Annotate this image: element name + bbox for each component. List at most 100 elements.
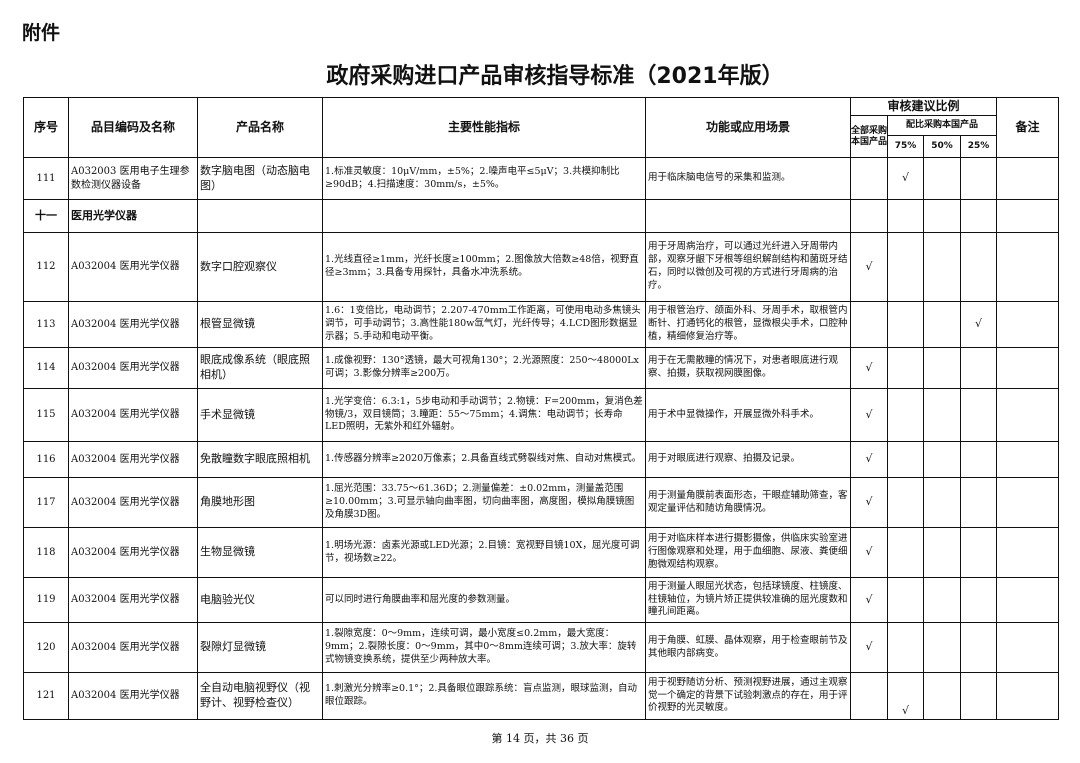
cell-function: 用于在无需散瞳的情况下，对患者眼底进行观察、拍摄，获取视网膜图像。 [645,347,851,389]
standards-table: 序号 品目编码及名称 产品名称 主要性能指标 功能或应用场景 审核建议比例 备注… [23,97,1060,720]
header-25: 25% [959,135,998,158]
cell-code: A032004 医用光学仪器 [68,622,198,673]
cell-specs: 1.标准灵敏度：10μV/mm，±5%；2.噪声电平≤5μV；3.共模抑制比≥9… [322,157,646,200]
cell-specs: 1.6：1变倍比，电动调节；2.207-470mm工作距离，可使用电动多焦镜头调… [322,301,646,348]
header-specs: 主要性能指标 [322,97,646,158]
cell-code: A032004 医用光学仪器 [68,347,198,389]
check-mark-icon: √ [865,592,873,606]
cell-function: 用于测量人眼屈光状态，包括球镜度、柱镜度、柱镜轴位，为镜片矫正提供较准确的屈光度… [645,577,851,623]
table-row: 121 A032004 医用光学仪器 全自动电脑视野仪（视野计、视野检查仪） 1.刺激… [23,672,1060,720]
cell-ratio-full: √ [850,347,888,389]
cell-ratio-25 [959,347,998,389]
cell-code: A032004 医用光学仪器 [68,388,198,442]
cell-function: 用于角膜、虹膜、晶体观察，用于检查眼前节及其他眼内部病变。 [645,622,851,673]
cell-code: A032004 医用光学仪器 [68,477,198,528]
cell-ratio-25: √ [959,301,998,348]
cell-seq: 113 [23,301,69,348]
cell-ratio-full: √ [850,441,888,478]
header-50: 50% [923,135,961,158]
cell-ratio-50 [923,157,961,200]
cell-ratio-75 [887,347,924,389]
cell-remarks [996,301,1060,348]
cell-ratio-25 [959,622,998,673]
cell-product: 裂隙灯显微镜 [197,622,323,673]
cell-function: 用于测量角膜前表面形态，干眼症辅助筛查，客观定量评估和随访角膜情况。 [645,477,851,528]
check-mark-icon: √ [865,495,873,509]
cell-specs: 1.传感器分辨率≥2020万像素；2.具备直线式劈裂线对焦、自动对焦模式。 [322,441,646,478]
cell-specs: 1.屈光范围：33.75～61.36D；2.测量偏差：±0.02mm，测量盖范围… [322,477,646,528]
cell-ratio-full [850,301,888,348]
cell-ratio-50 [923,347,961,389]
cell-ratio-50 [923,527,961,578]
cell-product: 角膜地形图 [197,477,323,528]
table-row: 120 A032004 医用光学仪器 裂隙灯显微镜 1.裂隙宽度：0～9mm，连续可调… [23,622,1060,673]
cell-ratio-full: √ [850,527,888,578]
cell-empty [322,199,646,233]
cell-code: A032003 医用电子生理参数检测仪器设备 [68,157,198,200]
cell-specs: 1.明场光源：卤素光源或LED光源；2.目镜：宽视野目镜10X，屈光度可调节，视… [322,527,646,578]
header-full-domestic: 全部采购本国产品 [850,115,888,158]
cell-ratio-25 [959,388,998,442]
cell-seq: 118 [23,527,69,578]
cell-code: A032004 医用光学仪器 [68,577,198,623]
cell-ratio-full: √ [850,577,888,623]
cell-ratio-75 [887,441,924,478]
cell-ratio-75 [887,477,924,528]
check-mark-icon: √ [865,640,873,654]
cell-seq: 116 [23,441,69,478]
cell-remarks [996,622,1060,673]
cell-remarks [996,347,1060,389]
cell-product: 眼底成像系统（眼底照相机） [197,347,323,389]
header-product: 产品名称 [197,97,323,158]
cell-ratio-25 [959,577,998,623]
cell-ratio-full [850,157,888,200]
cell-ratio-25 [959,232,998,302]
table-row: 117 A032004 医用光学仪器 角膜地形图 1.屈光范围：33.75～61.36… [23,477,1060,528]
check-mark-icon: √ [865,545,873,559]
cell-remarks [996,232,1060,302]
cell-product: 数字脑电图（动态脑电图） [197,157,323,200]
cell-remarks [996,672,1060,720]
table-row: 113 A032004 医用光学仪器 根管显微镜 1.6：1变倍比，电动调节；2.20… [23,301,1060,348]
cell-seq: 112 [23,232,69,302]
check-mark-icon: √ [975,317,983,331]
cell-function: 用于根管治疗、颌面外科、牙周手术，取根管内断针、打通钙化的根管，显微根尖手术，口… [645,301,851,348]
cell-ratio-50 [923,477,961,528]
cell-remarks [996,477,1060,528]
header-ratio-group: 审核建议比例 [849,97,998,116]
attachment-label: 附件 [22,22,61,44]
cell-function: 用于对临床样本进行摄影摄像，供临床实验室进行图像观察和处理，用于血细胞、尿液、粪… [645,527,851,578]
cell-function: 用于临床脑电信号的采集和监测。 [645,157,851,200]
table-row: 114 A032004 医用光学仪器 眼底成像系统（眼底照相机） 1.成像视野：130… [23,347,1060,389]
cell-empty [996,199,1060,233]
table-row: 115 A032004 医用光学仪器 手术显微镜 1.光学变倍：6.3:1，5步电动和… [23,388,1060,442]
cell-product: 手术显微镜 [197,388,323,442]
cell-ratio-full [850,672,888,720]
cell-ratio-25 [959,441,998,478]
cell-empty [850,199,888,233]
header-code: 品目编码及名称 [68,97,198,158]
header-function: 功能或应用场景 [645,97,851,158]
cell-seq: 115 [23,388,69,442]
cell-specs: 1.裂隙宽度：0～9mm，连续可调，最小宽度≤0.2mm，最大宽度：9mm；2.… [322,622,646,673]
table-row: 118 A032004 医用光学仪器 生物显微镜 1.明场光源：卤素光源或LED光源；… [23,527,1060,578]
cell-ratio-50 [923,577,961,623]
cell-ratio-50 [923,232,961,302]
cell-empty [959,199,998,233]
cell-ratio-50 [923,672,961,720]
cell-remarks [996,577,1060,623]
cell-ratio-full: √ [850,477,888,528]
check-mark-icon: √ [865,259,873,273]
cell-seq: 111 [23,157,69,200]
cell-empty [887,199,924,233]
cell-ratio-full: √ [850,232,888,302]
cell-ratio-50 [923,301,961,348]
section-title: 医用光学仪器 [68,199,198,233]
cell-function: 用于视野随访分析、预测视野进展，通过主观察觉一个确定的背景下试验刺激点的存在，用… [645,672,851,720]
section-row: 十一 医用光学仪器 [23,199,1060,233]
cell-product: 数字口腔观察仪 [197,232,323,302]
header-75: 75% [887,135,924,158]
cell-function: 用于牙周病治疗，可以通过光纤进入牙周带内部，观察牙龈下牙根等组织解剖结构和菌斑牙… [645,232,851,302]
cell-code: A032004 医用光学仪器 [68,527,198,578]
cell-ratio-75 [887,388,924,442]
